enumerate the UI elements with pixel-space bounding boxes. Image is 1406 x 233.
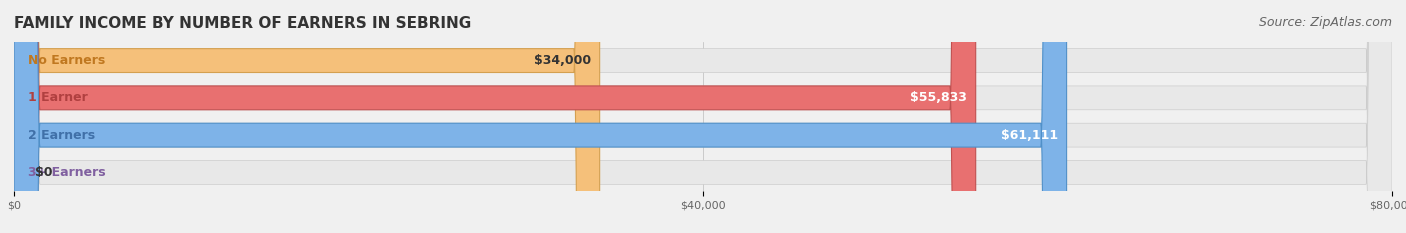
- Text: 3+ Earners: 3+ Earners: [28, 166, 105, 179]
- FancyBboxPatch shape: [14, 0, 1392, 233]
- FancyBboxPatch shape: [14, 0, 1392, 233]
- FancyBboxPatch shape: [14, 0, 1067, 233]
- Text: Source: ZipAtlas.com: Source: ZipAtlas.com: [1258, 16, 1392, 29]
- FancyBboxPatch shape: [14, 0, 600, 233]
- FancyBboxPatch shape: [14, 0, 1392, 233]
- FancyBboxPatch shape: [14, 0, 976, 233]
- Text: FAMILY INCOME BY NUMBER OF EARNERS IN SEBRING: FAMILY INCOME BY NUMBER OF EARNERS IN SE…: [14, 16, 471, 31]
- Text: No Earners: No Earners: [28, 54, 105, 67]
- Text: 2 Earners: 2 Earners: [28, 129, 96, 142]
- Text: $0: $0: [35, 166, 52, 179]
- FancyBboxPatch shape: [14, 0, 1392, 233]
- Text: $34,000: $34,000: [534, 54, 591, 67]
- Text: $55,833: $55,833: [910, 91, 967, 104]
- Text: 1 Earner: 1 Earner: [28, 91, 87, 104]
- Text: $61,111: $61,111: [1001, 129, 1057, 142]
